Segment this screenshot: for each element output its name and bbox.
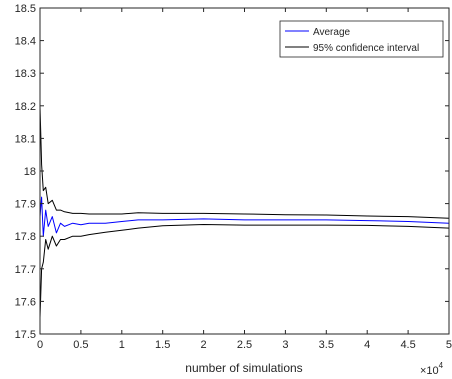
y-tick-label: 18 bbox=[24, 166, 36, 178]
legend-label-average: Average bbox=[313, 27, 351, 38]
x-tick-label: 0.5 bbox=[73, 339, 88, 351]
x-axis-exponent-power: 4 bbox=[439, 361, 444, 370]
legend-label-confidence: 95% confidence interval bbox=[313, 43, 419, 54]
y-tick-label: 18.5 bbox=[15, 3, 36, 15]
x-axis-exponent-base: ×10 bbox=[420, 365, 439, 377]
y-tick-label: 18.2 bbox=[15, 101, 36, 113]
series-layer bbox=[39, 105, 450, 318]
legend: Average 95% confidence interval bbox=[279, 20, 444, 58]
legend-box bbox=[279, 20, 444, 58]
y-axis-ticks: 17.5 17.6 17.7 17.8 17.9 18 18.1 18.2 18.3 18.4 18… bbox=[15, 3, 449, 341]
x-tick-label: 2 bbox=[201, 339, 207, 351]
plot-area bbox=[40, 8, 449, 334]
y-tick-label: 17.9 bbox=[15, 199, 36, 211]
x-tick-label: 3 bbox=[282, 339, 288, 351]
x-axis-ticks: 0 0.5 1 1.5 2 2.5 3 3.5 4 4.5 5 bbox=[37, 8, 452, 351]
x-axis-label: number of simulations bbox=[185, 361, 302, 375]
x-axis-exponent: ×104 bbox=[420, 361, 444, 377]
x-tick-label: 1 bbox=[119, 339, 125, 351]
series-line-average bbox=[39, 196, 450, 237]
x-tick-label: 0 bbox=[37, 339, 43, 351]
x-tick-label: 3.5 bbox=[319, 339, 334, 351]
series-line-ci-lower bbox=[39, 224, 450, 318]
x-tick-label: 4.5 bbox=[400, 339, 415, 351]
x-tick-label: 4 bbox=[364, 339, 370, 351]
y-tick-label: 17.8 bbox=[15, 231, 36, 243]
y-tick-label: 18.1 bbox=[15, 133, 36, 145]
x-tick-label: 1.5 bbox=[155, 339, 170, 351]
x-tick-label: 5 bbox=[446, 339, 452, 351]
x-tick-label: 2.5 bbox=[237, 339, 252, 351]
y-tick-label: 18.4 bbox=[15, 36, 36, 48]
y-tick-label: 17.6 bbox=[15, 296, 36, 308]
series-line-ci-upper bbox=[39, 105, 450, 219]
y-tick-label: 17.5 bbox=[15, 329, 36, 341]
y-tick-label: 17.7 bbox=[15, 264, 36, 276]
y-tick-label: 18.3 bbox=[15, 68, 36, 80]
